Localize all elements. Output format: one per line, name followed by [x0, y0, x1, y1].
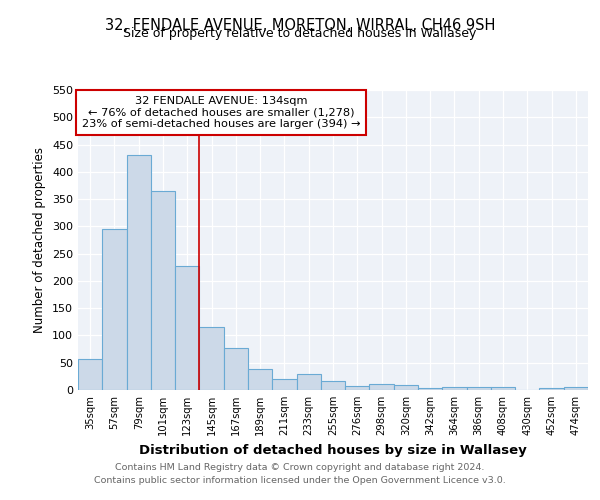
Bar: [296, 374, 321, 390]
Bar: [175, 266, 199, 390]
Bar: [564, 388, 588, 390]
Y-axis label: Number of detached properties: Number of detached properties: [34, 147, 46, 333]
Text: Contains public sector information licensed under the Open Government Licence v3: Contains public sector information licen…: [94, 476, 506, 485]
Text: Size of property relative to detached houses in Wallasey: Size of property relative to detached ho…: [124, 28, 476, 40]
Text: 32, FENDALE AVENUE, MORETON, WIRRAL, CH46 9SH: 32, FENDALE AVENUE, MORETON, WIRRAL, CH4…: [105, 18, 495, 32]
Bar: [78, 359, 102, 390]
Bar: [127, 156, 151, 390]
Bar: [442, 388, 467, 390]
Bar: [345, 386, 370, 390]
Bar: [224, 348, 248, 390]
Text: 32 FENDALE AVENUE: 134sqm
← 76% of detached houses are smaller (1,278)
23% of se: 32 FENDALE AVENUE: 134sqm ← 76% of detac…: [82, 96, 360, 129]
Bar: [539, 388, 564, 390]
Bar: [418, 388, 442, 390]
Bar: [370, 384, 394, 390]
Text: Contains HM Land Registry data © Crown copyright and database right 2024.: Contains HM Land Registry data © Crown c…: [115, 464, 485, 472]
Bar: [248, 368, 272, 390]
Bar: [272, 379, 296, 390]
Bar: [321, 380, 345, 390]
Bar: [151, 191, 175, 390]
Bar: [491, 388, 515, 390]
Bar: [199, 328, 224, 390]
Bar: [467, 388, 491, 390]
Bar: [102, 229, 127, 390]
X-axis label: Distribution of detached houses by size in Wallasey: Distribution of detached houses by size …: [139, 444, 527, 456]
Bar: [394, 385, 418, 390]
